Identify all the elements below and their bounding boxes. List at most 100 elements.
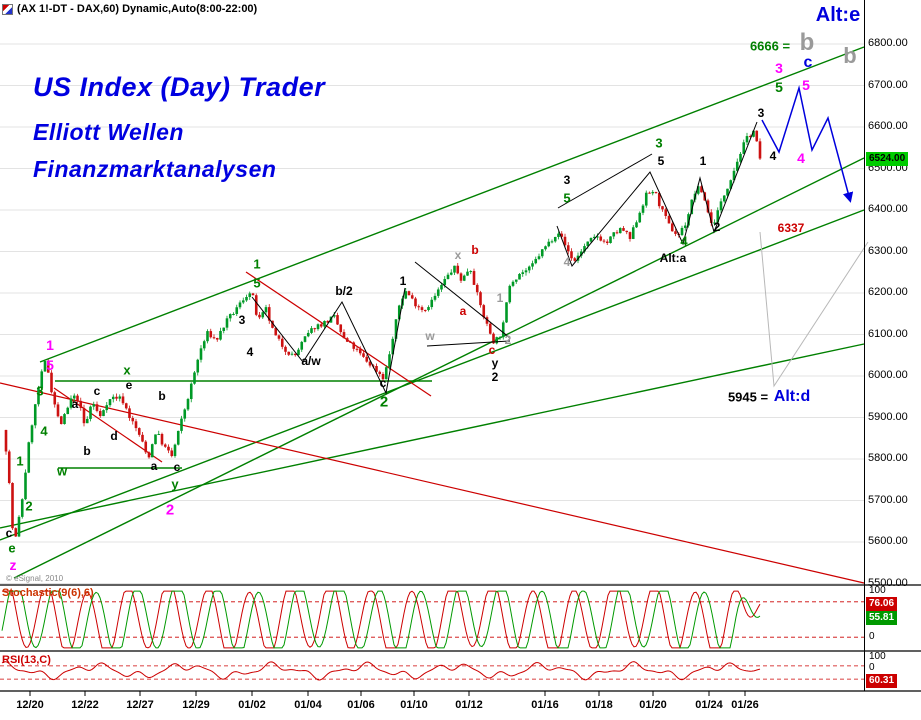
date-tick-label: 01/10 (400, 699, 428, 711)
branding-line-1: US Index (Day) Trader (33, 72, 326, 102)
wave-label-b: b (799, 29, 815, 56)
price-tick-label: 5600.00 (868, 535, 908, 547)
wave-label-b: b (843, 43, 857, 68)
wave-label-2: 2 (25, 498, 33, 514)
wave-label-6337: 6337 (777, 221, 805, 235)
wave-label-b: b (158, 389, 166, 403)
price-tick-label: 6800.00 (868, 37, 908, 49)
wave-label-5: 5 (253, 275, 261, 291)
branding-watermark: US Index (Day) Trader Elliott Wellen Fin… (33, 72, 325, 193)
wave-label-aw: a/w (301, 354, 321, 368)
wave-label-3: 3 (563, 173, 571, 187)
wave-label-y: y (171, 476, 179, 492)
wave-label-4: 4 (680, 233, 688, 249)
price-tick-label: 6600.00 (868, 120, 908, 132)
wave-label-c: c (173, 460, 181, 474)
wave-label-altd: Alt:d (773, 388, 811, 405)
wave-label-3: 3 (655, 135, 663, 151)
trend-lines (0, 46, 865, 584)
date-tick-label: 01/24 (695, 699, 723, 711)
date-tick-label: 01/16 (531, 699, 559, 711)
wave-label-1: 1 (399, 274, 407, 288)
branding-line-2: Elliott Wellen (33, 119, 184, 145)
stoch-k-line (2, 590, 761, 649)
stoch-scale-100: 100 (869, 585, 886, 596)
last-price-badge: 6524.00 (866, 151, 909, 166)
date-tick-label: 12/29 (182, 699, 210, 711)
price-tick-label: 5800.00 (868, 452, 908, 464)
price-tick-label: 6200.00 (868, 286, 908, 298)
price-tick-label: 5500.00 (868, 576, 908, 589)
wave-label-w: w (425, 329, 435, 343)
wave-label-3: 3 (36, 383, 44, 399)
chart-title-text: (AX 1!-DT - DAX,60) Dynamic,Auto(8:00-22… (17, 3, 258, 15)
wave-label-1: 1 (16, 453, 24, 469)
wave-label-x: x (454, 248, 462, 262)
price-tick-label: 6700.00 (868, 78, 908, 91)
date-tick-label: 12/22 (71, 699, 99, 711)
date-tick-label: 01/06 (347, 699, 375, 711)
wave-label-b: b (83, 444, 91, 458)
date-tick-label: 12/20 (16, 699, 44, 711)
branding-line-3: Finanzmarktanalysen (33, 156, 277, 182)
wave-label-b: b (471, 243, 479, 257)
wave-label-y: y (491, 356, 499, 370)
wave-label-z: z (9, 557, 17, 573)
date-tick-label: 01/12 (455, 699, 483, 711)
price-tick-label: 5700.00 (868, 493, 908, 506)
wave-label-c: c (379, 376, 387, 390)
price-gridlines (0, 43, 864, 584)
date-tick-label: 01/26 (731, 699, 759, 711)
date-ticks (29, 691, 746, 696)
wave-label-b2: b/2 (335, 284, 353, 298)
wave-connector-lines (251, 121, 869, 395)
wave-label-1: 1 (699, 154, 707, 168)
wave-label-1: 1 (46, 337, 54, 353)
price-tick-label: 6000.00 (868, 369, 908, 381)
price-tick-label: 6500.00 (868, 161, 908, 174)
stoch-d-value-badge: 55.81 (866, 611, 898, 625)
wave-label-a: a (71, 397, 79, 411)
date-tick-label: 12/27 (126, 699, 154, 711)
wave-label-5: 5 (802, 77, 810, 93)
candlesticks (4, 130, 762, 538)
wave-label-c: c (488, 343, 496, 357)
rsi-study-label: RSI(13,C) (2, 654, 51, 666)
date-tick-label: 01/18 (585, 699, 613, 711)
wave-label-2: 2 (379, 393, 389, 411)
chart-titlebar: (AX 1!-DT - DAX,60) Dynamic,Auto(8:00-22… (2, 3, 257, 15)
copyright-watermark: © eSignal, 2010 (6, 574, 64, 583)
wave-label-5: 5 (657, 154, 665, 168)
rsi-scale-0: 0 (869, 662, 875, 673)
wave-label-2: 2 (491, 370, 499, 384)
wave-label-a: a (459, 304, 467, 318)
stoch-k-value-badge: 76.06 (866, 597, 898, 611)
wave-label-1: 1 (496, 291, 504, 305)
wave-label-3: 3 (757, 106, 765, 120)
stoch-d-line (1, 590, 761, 649)
wave-label-d: d (110, 429, 118, 443)
wave-label-2: 2 (713, 220, 721, 234)
wave-label-4: 4 (769, 149, 777, 163)
price-tick-label: 6400.00 (868, 203, 908, 215)
wave-label-alta: Alt:a (659, 251, 687, 265)
rsi-scale-100: 100 (869, 651, 886, 662)
wave-label-2: 2 (165, 501, 175, 519)
wave-label-e: e (125, 378, 133, 392)
wave-label-4: 4 (40, 423, 48, 439)
wave-label-5: 5 (46, 357, 54, 373)
wave-label-w: w (56, 463, 68, 479)
wave-label-1: 1 (253, 256, 261, 272)
wave-label-a: a (150, 459, 158, 473)
wave-label-5: 5 (775, 79, 783, 95)
wave-label-2: 2 (504, 333, 512, 347)
wave-label-c: c (5, 526, 13, 540)
price-tick-label: 6300.00 (868, 244, 908, 257)
wave-label-x: x (123, 362, 131, 378)
stochastic-study-label: Stochastic(9(6),6) (2, 587, 94, 599)
price-tick-label: 6100.00 (868, 327, 908, 340)
chart-symbol-icon (2, 3, 13, 15)
wave-label-3: 3 (238, 313, 246, 327)
